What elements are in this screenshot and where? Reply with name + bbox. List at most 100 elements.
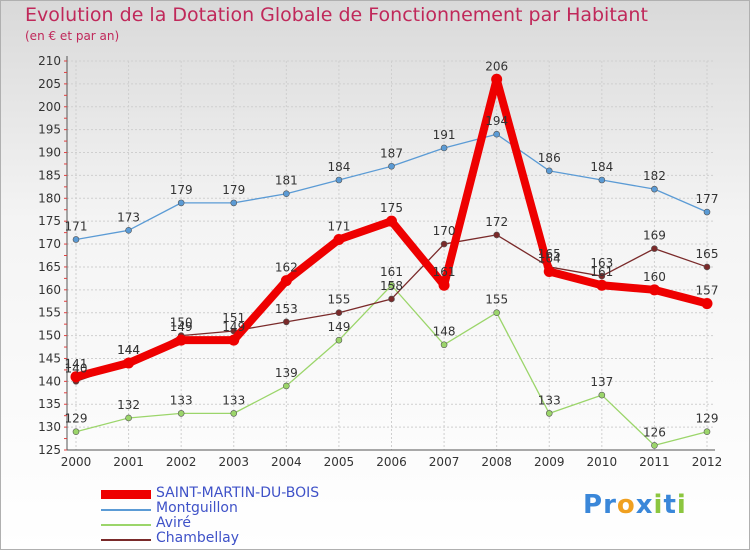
data-point-avir- <box>651 442 658 449</box>
logo-letter: o <box>616 490 636 520</box>
data-point-avir- <box>388 281 395 289</box>
logo-letter: i <box>676 490 687 520</box>
y-tick-label: 195 <box>38 123 61 137</box>
data-label-montguillon: 191 <box>433 128 456 142</box>
data-label-montguillon: 179 <box>222 183 245 197</box>
y-tick-label: 130 <box>38 420 61 434</box>
y-tick-label: 145 <box>38 351 61 365</box>
y-tick-label: 135 <box>38 397 61 411</box>
data-point-montguillon <box>335 176 343 184</box>
legend-label-avir-: Aviré <box>156 515 191 531</box>
proxiti-logo: Proxiti <box>583 490 687 520</box>
data-label-saint-martin-du-bois: 141 <box>65 357 88 371</box>
y-tick-label: 210 <box>38 54 61 68</box>
data-point-saint-martin-du-bois <box>596 279 608 291</box>
data-point-avir- <box>72 428 80 435</box>
data-point-montguillon <box>125 227 132 234</box>
data-label-montguillon: 194 <box>485 114 508 128</box>
x-tick-label: 2000 <box>61 455 92 469</box>
y-tick-label: 155 <box>38 306 61 320</box>
data-point-avir- <box>230 410 238 417</box>
data-point-avir- <box>545 410 553 417</box>
data-label-chambellay: 165 <box>696 247 719 261</box>
x-tick-label: 2012 <box>692 455 723 469</box>
y-tick-label: 175 <box>38 214 61 228</box>
data-label-montguillon: 179 <box>170 183 193 197</box>
y-tick-label: 190 <box>38 146 61 160</box>
legend-swatch-chambellay <box>101 539 151 541</box>
data-label-montguillon: 184 <box>327 160 350 174</box>
logo-letter: P <box>583 490 604 520</box>
series-layer <box>70 73 713 449</box>
data-point-saint-martin-du-bois <box>438 279 450 291</box>
data-point-saint-martin-du-bois <box>543 266 555 278</box>
data-point-avir- <box>125 414 132 422</box>
data-point-avir- <box>440 341 448 349</box>
y-tick-label: 185 <box>38 168 61 182</box>
logo-letter: r <box>603 490 617 520</box>
data-label-saint-martin-du-bois: 161 <box>433 265 456 279</box>
data-label-avir-: 126 <box>643 425 666 439</box>
y-tick-label: 165 <box>38 260 61 274</box>
data-point-chambellay <box>651 245 658 252</box>
legend-label-chambellay: Chambellay <box>156 530 240 546</box>
data-label-chambellay: 140 <box>65 361 88 375</box>
data-point-avir- <box>177 410 185 417</box>
data-label-montguillon: 177 <box>696 192 719 206</box>
data-label-avir-: 161 <box>380 265 403 279</box>
y-tick-label: 205 <box>38 77 61 91</box>
y-tick-label: 125 <box>38 443 61 457</box>
data-label-chambellay: 170 <box>433 224 456 238</box>
data-label-saint-martin-du-bois: 175 <box>380 201 403 215</box>
data-label-saint-martin-du-bois: 149 <box>222 320 245 334</box>
data-point-saint-martin-du-bois <box>175 334 187 346</box>
data-label-avir-: 133 <box>170 393 193 407</box>
x-tick-label: 2010 <box>587 455 618 469</box>
data-label-montguillon: 173 <box>117 210 140 224</box>
data-label-avir-: 132 <box>117 398 140 412</box>
data-label-saint-martin-du-bois: 157 <box>696 284 719 298</box>
x-tick-label: 2008 <box>481 455 512 469</box>
data-label-avir-: 133 <box>222 393 245 407</box>
x-tick-label: 2001 <box>113 455 144 469</box>
data-label-avir-: 139 <box>275 366 298 380</box>
data-label-avir-: 129 <box>696 412 719 426</box>
data-label-saint-martin-du-bois: 161 <box>590 265 613 279</box>
data-point-saint-martin-du-bois <box>386 215 397 227</box>
legend-swatch-montguillon <box>101 509 151 511</box>
axes-layer: 125 130 135 140 145 150 155 160 165 170 175 180 185 1… <box>38 54 722 469</box>
x-tick-label: 2006 <box>376 455 407 469</box>
data-label-avir-: 149 <box>327 320 350 334</box>
data-point-saint-martin-du-bois <box>70 371 82 383</box>
legend-label-saint-martin-du-bois: SAINT-MARTIN-DU-BOIS <box>156 485 320 501</box>
data-label-chambellay: 158 <box>380 279 403 293</box>
data-point-saint-martin-du-bois <box>701 298 713 310</box>
logo-letter: i <box>653 490 664 520</box>
x-tick-label: 2002 <box>166 455 197 469</box>
x-tick-label: 2004 <box>271 455 302 469</box>
data-label-saint-martin-du-bois: 162 <box>275 261 298 275</box>
grid-layer <box>67 60 715 451</box>
data-point-avir- <box>493 309 500 317</box>
data-label-saint-martin-du-bois: 160 <box>643 270 666 284</box>
data-label-montguillon: 184 <box>590 160 613 174</box>
legend-swatch-saint-martin-du-bois <box>101 490 151 499</box>
y-tick-label: 140 <box>38 374 61 388</box>
data-point-saint-martin-du-bois <box>280 275 292 287</box>
data-point-montguillon <box>388 162 395 170</box>
data-label-chambellay: 150 <box>170 316 193 330</box>
data-point-chambellay <box>388 295 395 303</box>
data-labels-layer: 171 173 179 179 181 184 187 191 194 186 184 182 177 1… <box>65 59 719 439</box>
data-point-chambellay <box>440 240 448 248</box>
data-point-montguillon <box>440 144 448 152</box>
data-label-avir-: 129 <box>65 412 88 426</box>
data-point-montguillon <box>598 176 606 184</box>
data-point-montguillon <box>703 208 711 216</box>
y-tick-label: 170 <box>38 237 61 251</box>
data-point-chambellay <box>283 318 290 326</box>
data-point-montguillon <box>493 130 500 138</box>
data-label-saint-martin-du-bois: 149 <box>170 320 193 334</box>
data-point-avir- <box>283 382 290 390</box>
data-label-montguillon: 186 <box>538 151 561 165</box>
